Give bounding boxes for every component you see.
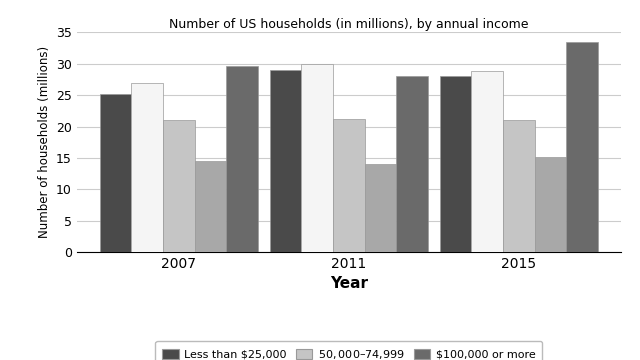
Bar bbox=[163, 120, 195, 252]
Y-axis label: Number of households (millions): Number of households (millions) bbox=[38, 46, 51, 238]
Bar bbox=[100, 94, 131, 252]
Bar bbox=[301, 64, 333, 252]
Bar bbox=[270, 70, 301, 252]
Bar bbox=[333, 119, 365, 252]
Legend: Less than $25,000, $25,000–$49,999, $50,000–$74,999, $75,000–$99,999, $100,000 o: Less than $25,000, $25,000–$49,999, $50,… bbox=[156, 341, 542, 360]
Bar bbox=[365, 164, 396, 252]
X-axis label: Year: Year bbox=[330, 276, 368, 291]
Bar bbox=[472, 71, 503, 252]
Title: Number of US households (in millions), by annual income: Number of US households (in millions), b… bbox=[169, 18, 529, 31]
Bar bbox=[503, 120, 534, 252]
Bar bbox=[226, 66, 258, 252]
Bar bbox=[396, 76, 428, 252]
Bar bbox=[131, 82, 163, 252]
Bar bbox=[534, 157, 566, 252]
Bar bbox=[566, 42, 598, 252]
Bar bbox=[195, 161, 226, 252]
Bar bbox=[440, 76, 472, 252]
